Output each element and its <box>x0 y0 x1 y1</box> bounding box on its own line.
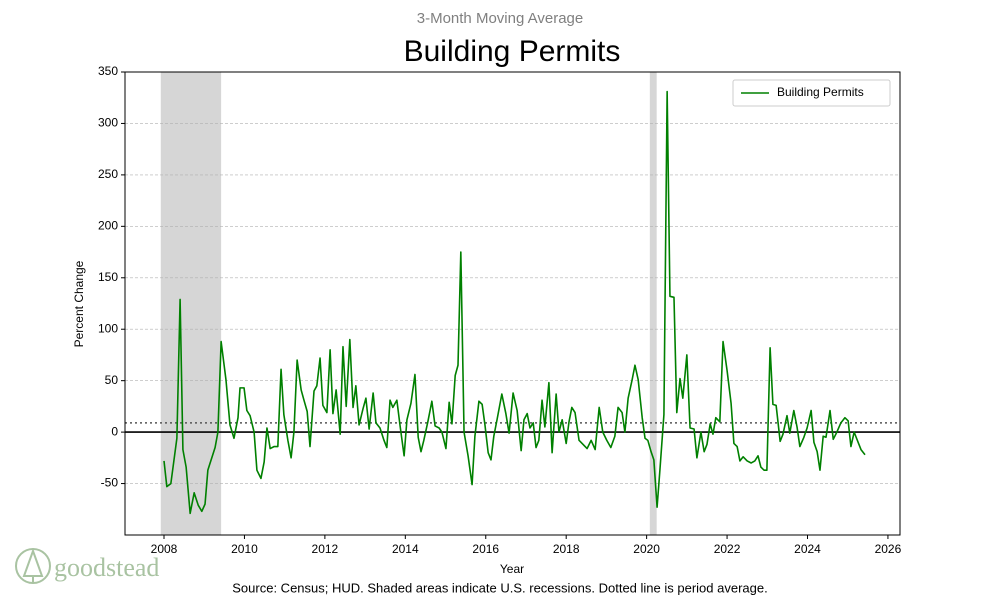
y-tick-label: 150 <box>98 270 118 284</box>
logo-text: goodstead <box>54 553 159 582</box>
chart-title: Building Permits <box>404 35 621 68</box>
x-tick-label: 2018 <box>553 542 580 556</box>
x-tick-label: 2012 <box>312 542 339 556</box>
y-tick-label: 300 <box>98 116 118 130</box>
y-tick-label: 0 <box>111 424 118 438</box>
plot-frame <box>124 71 901 536</box>
x-tick-label: 2024 <box>794 542 821 556</box>
legend-box <box>732 79 891 107</box>
x-tick-label: 2020 <box>633 542 660 556</box>
data-line <box>163 90 866 515</box>
x-tick-label: 2026 <box>875 542 902 556</box>
x-tick-label: 2008 <box>151 542 178 556</box>
y-tick-label: -50 <box>101 476 119 490</box>
source-note: Source: Census; HUD. Shaded areas indica… <box>232 580 767 595</box>
y-tick-label: 100 <box>98 321 118 335</box>
y-tick-label: 350 <box>98 64 118 78</box>
recession-band <box>649 72 657 535</box>
logo: goodstead <box>15 548 159 584</box>
logo-tree <box>22 548 44 582</box>
y-tick-label: 50 <box>105 373 119 387</box>
x-tick-label: 2010 <box>231 542 258 556</box>
y-axis-label: Percent Change <box>72 260 86 347</box>
x-tick-label: 2016 <box>472 542 499 556</box>
y-tick-label: 250 <box>98 167 118 181</box>
chart-subtitle: 3-Month Moving Average <box>417 10 584 27</box>
legend-label: Building Permits <box>777 85 864 99</box>
recession-band <box>160 72 222 535</box>
plot-area <box>125 71 900 535</box>
x-tick-label: 2014 <box>392 542 419 556</box>
legend: Building Permits <box>732 79 891 107</box>
x-axis-label: Year <box>500 562 524 576</box>
x-tick-label: 2022 <box>714 542 741 556</box>
y-tick-label: 200 <box>98 219 118 233</box>
